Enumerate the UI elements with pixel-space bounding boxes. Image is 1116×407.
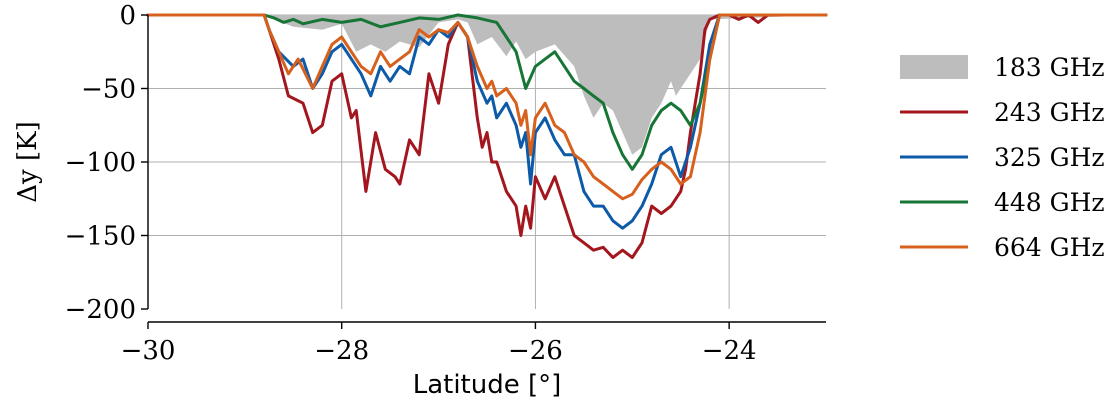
x-tick-label: −24 xyxy=(702,336,757,366)
series-area-183ghz xyxy=(148,15,826,155)
x-tick-label: −30 xyxy=(121,336,176,366)
y-tick-label: 0 xyxy=(119,1,136,31)
y-tick-label: −200 xyxy=(65,295,136,325)
x-tick-label: −26 xyxy=(508,336,563,366)
legend-label-183ghz: 183 GHz xyxy=(994,53,1105,82)
x-tick-label: −28 xyxy=(314,336,369,366)
legend-label-448ghz: 448 GHz xyxy=(994,188,1105,217)
ticks: −30 −28 −26 −24 0 −50 −100 −150 −200 xyxy=(65,1,757,366)
legend-label-664ghz: 664 GHz xyxy=(994,233,1105,262)
grid xyxy=(148,14,826,309)
y-axis-label: Δy [K] xyxy=(13,121,43,202)
y-tick-label: −100 xyxy=(65,148,136,178)
series-line-664ghz xyxy=(146,13,828,201)
series-line-448ghz xyxy=(146,13,828,171)
legend-label-325ghz: 325 GHz xyxy=(994,143,1105,172)
y-tick-label: −150 xyxy=(65,222,136,252)
x-axis-label: Latitude [°] xyxy=(413,370,562,400)
legend-swatch-183ghz xyxy=(900,55,968,79)
legend-label-243ghz: 243 GHz xyxy=(994,98,1105,127)
axes xyxy=(147,15,826,323)
series-line-325ghz xyxy=(146,13,828,230)
series-line-243ghz xyxy=(146,13,828,259)
plot-area xyxy=(146,13,828,259)
y-tick-label: −50 xyxy=(81,75,136,105)
legend: 183 GHz 243 GHz 325 GHz 448 GHz 664 GHz xyxy=(900,53,1105,262)
